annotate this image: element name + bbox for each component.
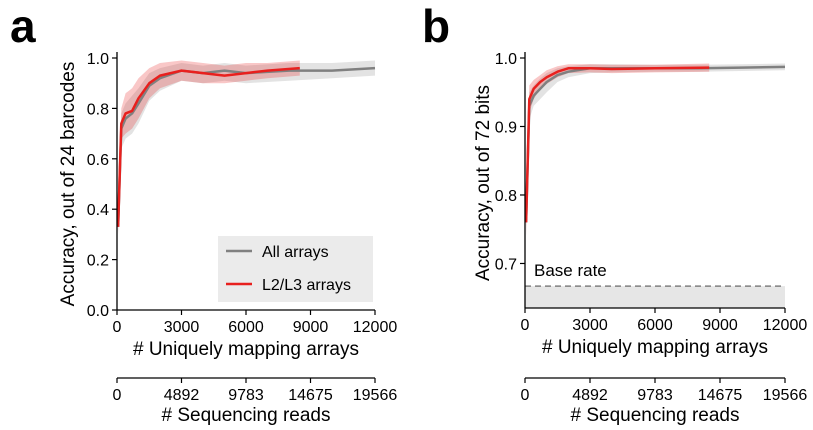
panel-a-x-tick-label: 0 [113,319,122,336]
panel-a-line-l2l3-arrays [116,66,300,227]
panel-b-letter: b [422,0,450,52]
panel-a-y-tick-label: 0.8 [87,101,109,118]
panel-a-secondary-x-tick-label: 14675 [288,387,333,404]
panel-a-y-tick-label: 0.6 [87,152,109,169]
panel-b-secondary-x-tick-label: 0 [521,387,530,404]
panel-a-legend-label-all-arrays: All arrays [262,244,329,261]
panel-b-line-all-arrays [524,65,786,223]
panel-a-x-tick-label: 6000 [228,319,264,336]
panel-a-letter: a [10,0,36,52]
panel-b-x-tick-label: 0 [521,317,530,334]
panel-a-line-all-arrays [116,66,376,227]
panel-a-x-tick-label: 3000 [164,319,200,336]
panel-b-band-l2l3-arrays [526,63,710,237]
panel-b-secondary-x-axis-label: # Sequencing reads [570,405,739,426]
panel-a-y-tick-label: 0.2 [87,253,109,270]
panel-b-secondary-x-tick-label: 14675 [698,387,743,404]
panel-a-secondary-x-tick-label: 4892 [164,387,200,404]
panel-b-y-tick-label: 1.0 [495,51,517,68]
panel-a-legend-box [218,236,373,302]
panel-a-y-axis-label: Accuracy, out of 24 barcodes [58,62,79,307]
panel-a-x-tick-label: 9000 [293,319,329,336]
panel-b-base-rate-label: Base rate [534,261,607,280]
panel-b-x-axis-label: # Uniquely mapping arrays [542,337,768,358]
panel-b-x-tick-label: 9000 [702,317,738,334]
panel-b-x-tick-label: 12000 [763,317,808,334]
panel-b-y-tick-label: 0.9 [495,119,517,136]
panel-b-x-tick-label: 3000 [572,317,608,334]
panel-a-secondary-x-tick-label: 0 [113,387,122,404]
panel-b-x-tick-label: 6000 [637,317,673,334]
panel-b-y-axis-label: Accuracy, out of 72 bits [473,85,494,281]
panel-b-line-l2l3-arrays [524,66,710,223]
panel-a-legend-label-l2l3-arrays: L2/L3 arrays [262,277,351,294]
panel-b-y-tick-label: 0.7 [495,256,517,273]
panel-a-y-tick-label: 0.0 [87,303,109,320]
panel-b-band-all-arrays [526,63,785,237]
panel-b-secondary-x-tick-label: 4892 [572,387,608,404]
panel-a-x-axis-label: # Uniquely mapping arrays [133,339,359,360]
panel-a-secondary-x-axis-label: # Sequencing reads [161,405,330,426]
panel-a-secondary-x-tick-label: 9783 [228,387,264,404]
panel-b-base-rate-region [525,286,785,308]
panel-b-secondary-x-tick-label: 9783 [637,387,673,404]
panel-a-secondary-x-tick-label: 19566 [353,387,398,404]
panel-b-secondary-x-tick-label: 19566 [763,387,808,404]
panel-a-y-tick-label: 1.0 [87,51,109,68]
panel-b-y-tick-label: 0.8 [495,188,517,205]
panel-a-y-tick-label: 0.4 [87,202,109,219]
panel-a-x-tick-label: 12000 [353,319,398,336]
